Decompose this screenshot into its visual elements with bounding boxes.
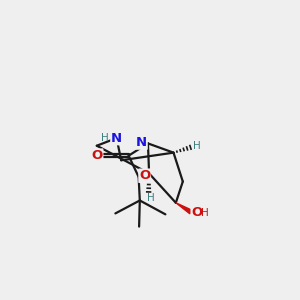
Polygon shape <box>176 203 192 214</box>
Text: O: O <box>191 206 202 219</box>
Text: N: N <box>136 136 147 149</box>
Text: H: H <box>201 208 209 218</box>
Text: H: H <box>194 141 201 152</box>
Text: H: H <box>147 193 155 203</box>
Text: H: H <box>100 133 108 142</box>
Text: N: N <box>111 132 122 145</box>
Text: O: O <box>139 169 150 182</box>
Text: O: O <box>92 149 103 162</box>
